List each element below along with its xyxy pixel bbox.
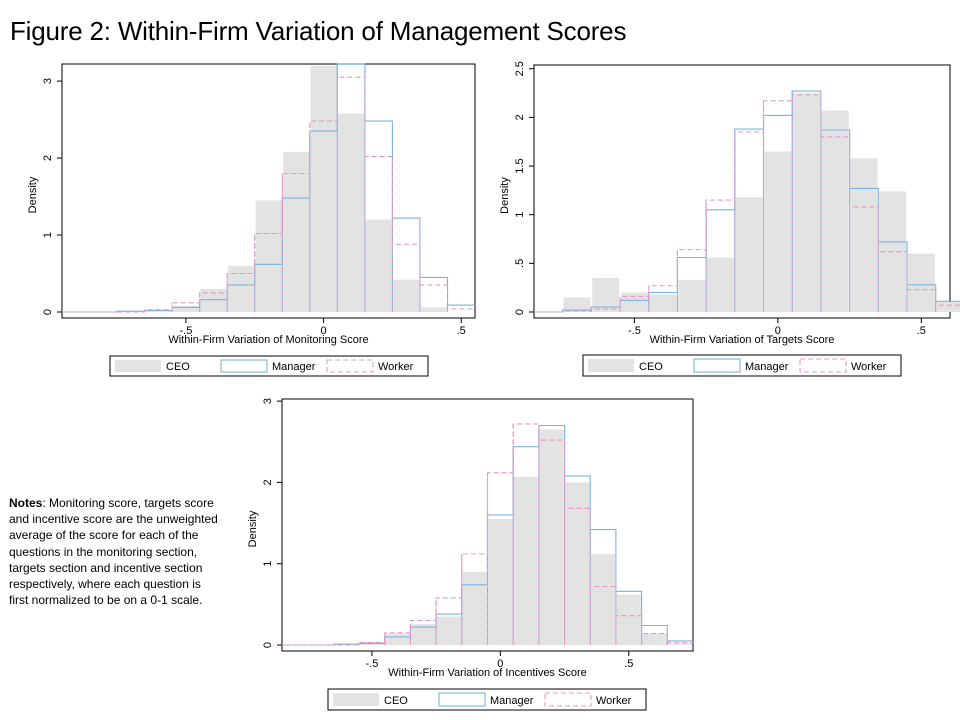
ceo-bar <box>565 482 590 645</box>
notes-text: : Monitoring score, targets score and in… <box>9 496 218 608</box>
x-axis-label: Within-Firm Variation of Monitoring Scor… <box>168 334 368 346</box>
legend-key-worker <box>326 359 374 373</box>
legend: CEO Manager Worker <box>582 354 902 377</box>
legend-frame <box>582 354 902 377</box>
ceo-bar <box>668 643 693 645</box>
y-tick-label: 2 <box>514 114 526 120</box>
ceo-bar <box>649 294 677 312</box>
ceo-bar <box>200 288 227 312</box>
ceo-bar <box>678 279 706 312</box>
page-title: Figure 2: Within-Firm Variation of Manag… <box>10 16 627 46</box>
x-tick-label: -.5 <box>179 325 192 337</box>
ceo-bar <box>642 633 667 645</box>
x-axis-label: Within-Firm Variation of Targets Score <box>650 334 835 346</box>
legend-key-manager <box>693 358 741 373</box>
x-tick-label: 0 <box>321 325 327 337</box>
ceo-bar <box>338 113 365 312</box>
legend-label-ceo: CEO <box>166 361 190 373</box>
ceo-bar <box>283 151 309 312</box>
y-tick-label: 2 <box>42 155 54 161</box>
ceo-bar <box>735 197 763 312</box>
legend-label-manager: Manager <box>490 695 534 707</box>
ceo-bar <box>462 571 487 645</box>
legend-label-ceo: CEO <box>639 361 663 373</box>
y-tick-label: 3 <box>42 78 54 84</box>
y-tick-label: 0 <box>514 309 526 315</box>
ceo-bar <box>793 93 821 312</box>
y-tick-label: 0 <box>42 309 54 315</box>
chart-targets: 0 .5 1 1.5 2 2.5 -.5 0 .5 Within-Firm Variation o… <box>499 61 960 377</box>
notes: Notes: Monitoring score, targets score a… <box>9 495 223 608</box>
legend-label-manager: Manager <box>272 361 316 373</box>
y-tick-label: 1 <box>42 232 54 238</box>
y-tick-label: 2 <box>262 479 274 485</box>
ceo-bar <box>591 553 616 645</box>
legend-key-manager <box>438 692 486 707</box>
ceo-bar <box>365 219 392 312</box>
legend-frame <box>327 688 647 711</box>
y-tick-label: 2.5 <box>514 61 526 76</box>
ceo-bar <box>592 277 620 312</box>
y-axis-label: Density <box>27 176 39 213</box>
x-tick-label: -.5 <box>365 658 378 670</box>
legend-key-manager <box>220 359 268 373</box>
x-axis-label: Within-Firm Variation of Incentives Scor… <box>388 667 586 679</box>
y-tick-label: 0 <box>262 642 274 648</box>
ceo-bar <box>255 200 282 312</box>
ceo-bar <box>513 476 539 645</box>
legend-label-manager: Manager <box>745 361 789 373</box>
x-tick-label: .5 <box>624 658 633 670</box>
ceo-bar <box>488 519 513 645</box>
ceo-bar <box>907 253 935 312</box>
legend-key-ceo <box>333 693 379 706</box>
worker-outline <box>282 423 693 646</box>
legend-key-ceo <box>115 360 161 372</box>
ceo-bar <box>436 616 462 645</box>
legend-label-worker: Worker <box>378 361 414 373</box>
legend-key-worker <box>544 692 592 707</box>
legend: CEO Manager Worker <box>109 355 429 377</box>
ceo-bar <box>420 307 447 312</box>
ceo-bar <box>936 302 960 312</box>
ceo-bar <box>385 633 410 645</box>
y-axis-label: Density <box>499 177 511 214</box>
ceo-bar <box>821 110 849 312</box>
ceo-bar <box>850 158 878 312</box>
ceo-bar <box>411 623 436 645</box>
legend: CEO Manager Worker <box>327 688 647 711</box>
legend-frame <box>109 355 429 377</box>
y-tick-label: 1 <box>514 212 526 218</box>
ceo-bar <box>764 151 792 312</box>
notes-label: Notes <box>9 496 43 510</box>
ceo-bar <box>616 594 641 645</box>
x-tick-label: 0 <box>775 325 781 337</box>
y-tick-label: .5 <box>514 259 526 268</box>
ceo-bar <box>172 305 199 312</box>
ceo-bar <box>393 279 420 312</box>
legend-label-ceo: CEO <box>384 695 408 707</box>
chart-monitoring: 0 1 2 3 -.5 0 .5 Within-Firm Variation of Monit… <box>27 63 476 377</box>
legend-key-ceo <box>588 359 634 372</box>
chart-incentives: 0 1 2 3 -.5 0 .5 Within-Firm Variation of Incen… <box>247 398 694 711</box>
x-tick-label: 0 <box>497 658 503 670</box>
ceo-bar <box>539 429 564 645</box>
ceo-bar <box>228 265 254 312</box>
y-tick-label: 3 <box>262 398 274 404</box>
ceo-bar <box>310 65 337 313</box>
x-tick-label: .5 <box>917 325 926 337</box>
ceo-bar <box>563 297 591 312</box>
x-tick-label: -.5 <box>628 325 641 337</box>
y-axis-label: Density <box>247 510 259 547</box>
y-tick-label: 1.5 <box>514 158 526 173</box>
ceo-bar <box>620 292 648 312</box>
x-tick-label: .5 <box>457 325 466 337</box>
legend-label-worker: Worker <box>851 361 887 373</box>
legend-key-worker <box>799 358 847 373</box>
legend-label-worker: Worker <box>596 695 632 707</box>
y-tick-label: 1 <box>262 561 274 567</box>
ceo-bar <box>706 257 734 312</box>
